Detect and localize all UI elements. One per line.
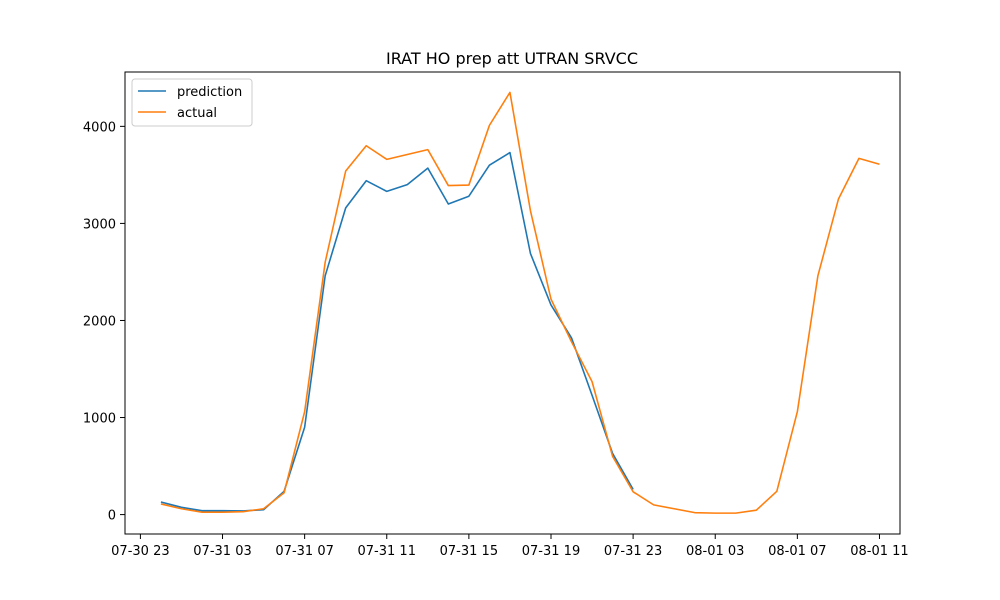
y-tick-label: 2000 — [83, 314, 116, 329]
x-tick-label: 08-01 07 — [768, 544, 826, 559]
y-tick-label: 3000 — [83, 217, 116, 232]
y-tick-label: 1000 — [83, 412, 116, 427]
y-tick-label: 4000 — [83, 120, 116, 135]
x-tick-label: 08-01 03 — [686, 544, 744, 559]
x-tick-label: 07-31 07 — [275, 544, 333, 559]
x-tick-label: 07-31 19 — [522, 544, 580, 559]
y-tick-label: 0 — [108, 509, 116, 524]
plot-area — [124, 71, 901, 535]
x-tick-label: 07-31 03 — [193, 544, 251, 559]
x-tick-label: 07-31 15 — [440, 544, 498, 559]
x-tick-label: 07-31 11 — [358, 544, 416, 559]
x-axis: 07-30 23 07-31 03 07-31 07 07-31 11 07-31 15… — [111, 534, 909, 559]
plot-frame — [124, 71, 901, 535]
x-tick-label: 07-30 23 — [111, 544, 169, 559]
legend: prediction actual — [131, 78, 253, 127]
chart-title: IRAT HO prep att UTRAN SRVCC — [386, 49, 638, 68]
series-line-actual — [160, 91, 880, 514]
legend-label-actual: actual — [177, 106, 217, 121]
legend-label-prediction: prediction — [177, 85, 242, 100]
series-layer — [160, 91, 880, 514]
x-tick-label: 07-31 23 — [604, 544, 662, 559]
series-line-prediction — [160, 151, 634, 512]
x-tick-label: 08-01 11 — [850, 544, 908, 559]
y-axis: 0 1000 2000 3000 4000 — [83, 120, 125, 524]
